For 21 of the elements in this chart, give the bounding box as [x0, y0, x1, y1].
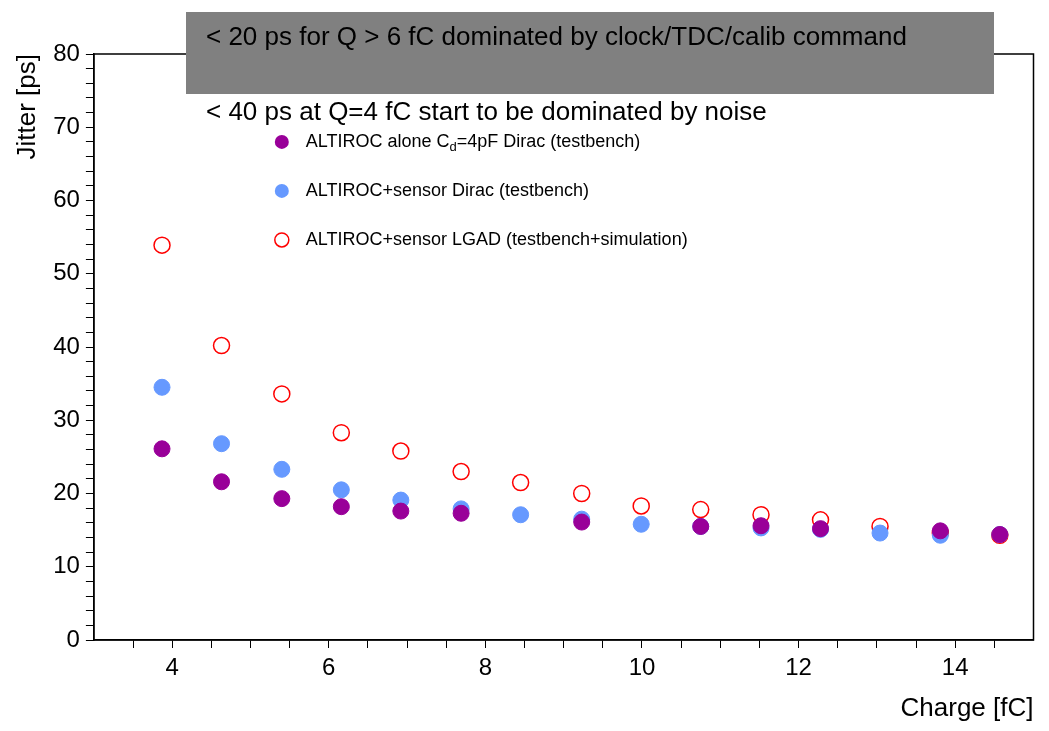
- y-tick-label: 70: [53, 111, 80, 139]
- y-tick-label: 20: [53, 478, 80, 506]
- annotation: < 40 ps at Q=4 fC start to be dominated by noise: [206, 96, 767, 127]
- y-tick-label: 0: [66, 624, 80, 652]
- x-tick-label: 10: [628, 653, 656, 681]
- text: < 20 ps for Q > 6 fC dominated by clock/TDC/calib command: [205, 20, 908, 52]
- x-tick-label: 8: [478, 653, 493, 681]
- x-tick-label: 4: [165, 653, 179, 681]
- legend-label: ALTIROC+sensor LGAD (testbench+simulation): [305, 228, 688, 249]
- y-tick-label: 10: [53, 551, 80, 579]
- y-tick-label: 50: [53, 258, 80, 286]
- x-tick-label: 12: [785, 653, 812, 681]
- legend-label: ALTIROC+sensor Dirac (testbench): [305, 179, 590, 200]
- x-tick-label: 14: [941, 653, 969, 681]
- x-tick-label: 6: [322, 653, 336, 681]
- x-axis-title: Charge [fC]: [900, 691, 1034, 722]
- y-axis-title: Jitter [ps]: [10, 54, 41, 160]
- y-tick-label: 60: [53, 185, 80, 213]
- y-tick-label: 40: [53, 331, 80, 359]
- y-tick-label: 30: [53, 404, 80, 432]
- y-tick-label: 80: [53, 38, 80, 66]
